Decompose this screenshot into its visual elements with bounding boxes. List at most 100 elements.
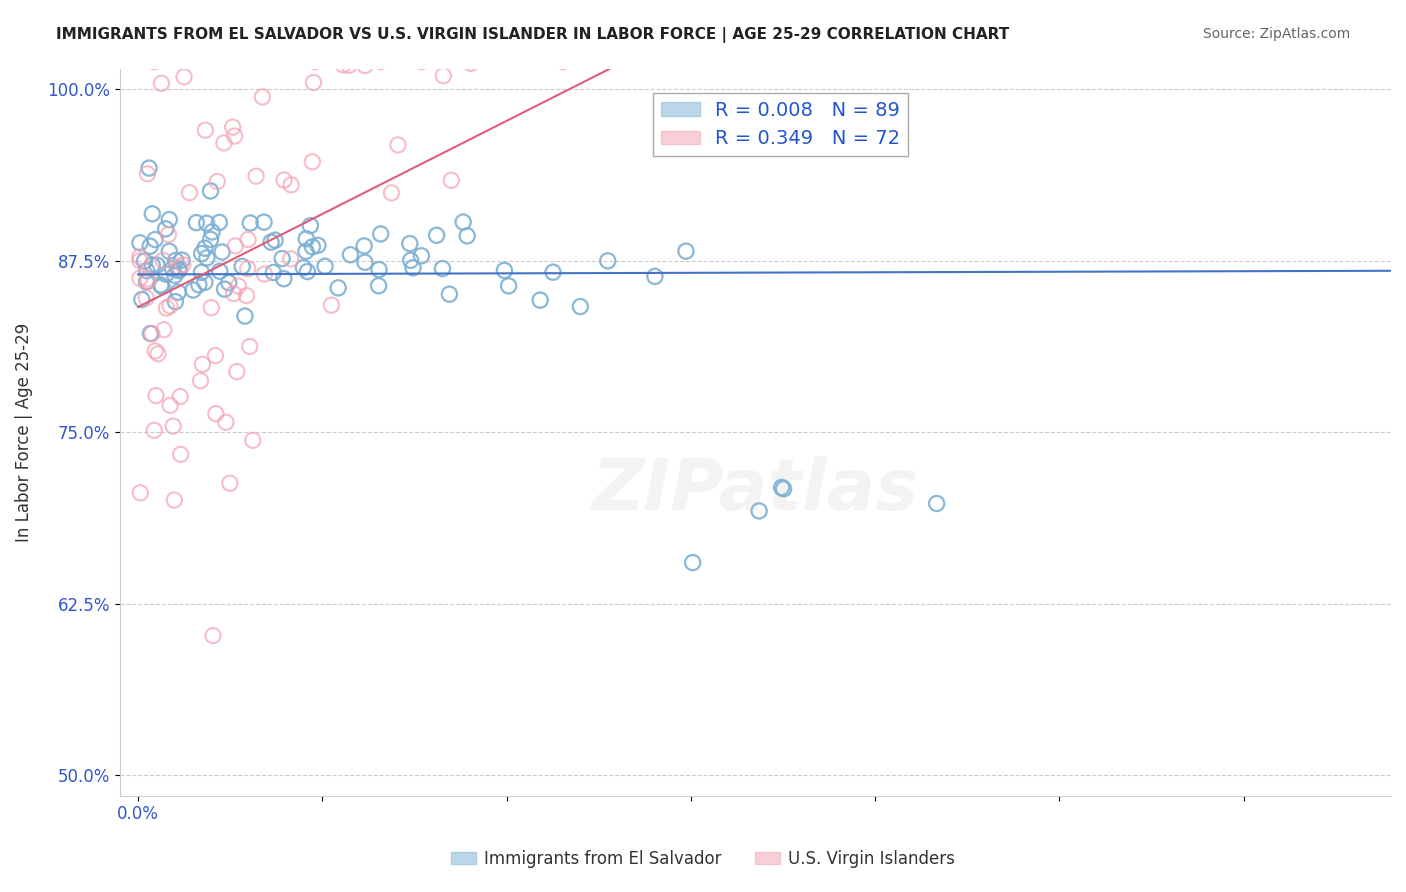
Point	[596, 253, 619, 268]
Y-axis label: In Labor Force | Age 25-29: In Labor Force | Age 25-29	[15, 323, 32, 541]
Point	[494, 263, 516, 277]
Point	[218, 276, 240, 290]
Point	[297, 264, 319, 278]
Point	[141, 326, 163, 341]
Point	[682, 556, 704, 570]
Point	[224, 129, 246, 144]
Point	[354, 58, 377, 72]
Point	[145, 389, 167, 403]
Point	[299, 219, 322, 233]
Point	[426, 228, 449, 243]
Point	[411, 54, 433, 69]
Point	[770, 480, 793, 494]
Legend: Immigrants from El Salvador, U.S. Virgin Islanders: Immigrants from El Salvador, U.S. Virgin…	[444, 844, 962, 875]
Point	[150, 279, 173, 293]
Point	[139, 326, 162, 341]
Point	[136, 167, 159, 181]
Point	[143, 54, 166, 69]
Point	[498, 278, 520, 293]
Point	[165, 294, 187, 309]
Point	[353, 239, 375, 253]
Point	[128, 235, 150, 250]
Point	[135, 263, 157, 277]
Point	[195, 216, 218, 230]
Point	[167, 262, 190, 277]
Point	[159, 398, 181, 412]
Point	[143, 233, 166, 247]
Point	[399, 236, 422, 251]
Point	[194, 241, 217, 255]
Point	[208, 264, 231, 278]
Point	[165, 253, 187, 268]
Point	[370, 227, 392, 241]
Point	[194, 123, 217, 137]
Point	[128, 271, 150, 285]
Point	[141, 207, 163, 221]
Point	[236, 233, 259, 247]
Point	[228, 279, 250, 293]
Point	[200, 301, 222, 315]
Point	[155, 222, 177, 236]
Point	[925, 496, 948, 510]
Point	[235, 288, 257, 302]
Point	[200, 232, 222, 246]
Point	[201, 225, 224, 239]
Point	[211, 244, 233, 259]
Point	[195, 216, 218, 230]
Point	[200, 232, 222, 246]
Point	[181, 283, 204, 297]
Point	[307, 238, 329, 252]
Point	[162, 261, 184, 276]
Point	[136, 272, 159, 286]
Point	[215, 415, 238, 429]
Point	[233, 309, 256, 323]
Point	[569, 300, 592, 314]
Point	[167, 285, 190, 300]
Point	[233, 309, 256, 323]
Point	[143, 233, 166, 247]
Point	[231, 260, 253, 274]
Point	[239, 216, 262, 230]
Point	[295, 232, 318, 246]
Point	[146, 347, 169, 361]
Point	[222, 286, 245, 301]
Point	[150, 279, 173, 293]
Point	[314, 260, 336, 274]
Point	[399, 253, 422, 268]
Point	[675, 244, 697, 259]
Point	[368, 262, 391, 277]
Point	[149, 277, 172, 292]
Point	[134, 254, 156, 268]
Point	[295, 244, 318, 259]
Point	[167, 263, 190, 277]
Point	[131, 293, 153, 307]
Point	[321, 298, 343, 312]
Point	[748, 504, 770, 518]
Point	[239, 339, 262, 353]
Point	[239, 216, 262, 230]
Point	[208, 215, 231, 229]
Point	[136, 274, 159, 288]
Point	[301, 154, 323, 169]
Point	[153, 323, 176, 337]
Point	[165, 294, 187, 309]
Point	[195, 251, 218, 265]
Point	[264, 233, 287, 247]
Point	[163, 268, 186, 283]
Point	[252, 90, 274, 104]
Point	[260, 235, 283, 249]
Point	[368, 262, 391, 277]
Point	[204, 407, 226, 421]
Point	[187, 277, 209, 292]
Point	[354, 255, 377, 269]
Point	[218, 276, 240, 290]
Point	[302, 75, 325, 89]
Point	[167, 262, 190, 277]
Point	[380, 186, 402, 200]
Point	[146, 258, 169, 272]
Point	[439, 287, 461, 301]
Point	[157, 212, 180, 227]
Point	[314, 260, 336, 274]
Point	[162, 419, 184, 434]
Point	[307, 238, 329, 252]
